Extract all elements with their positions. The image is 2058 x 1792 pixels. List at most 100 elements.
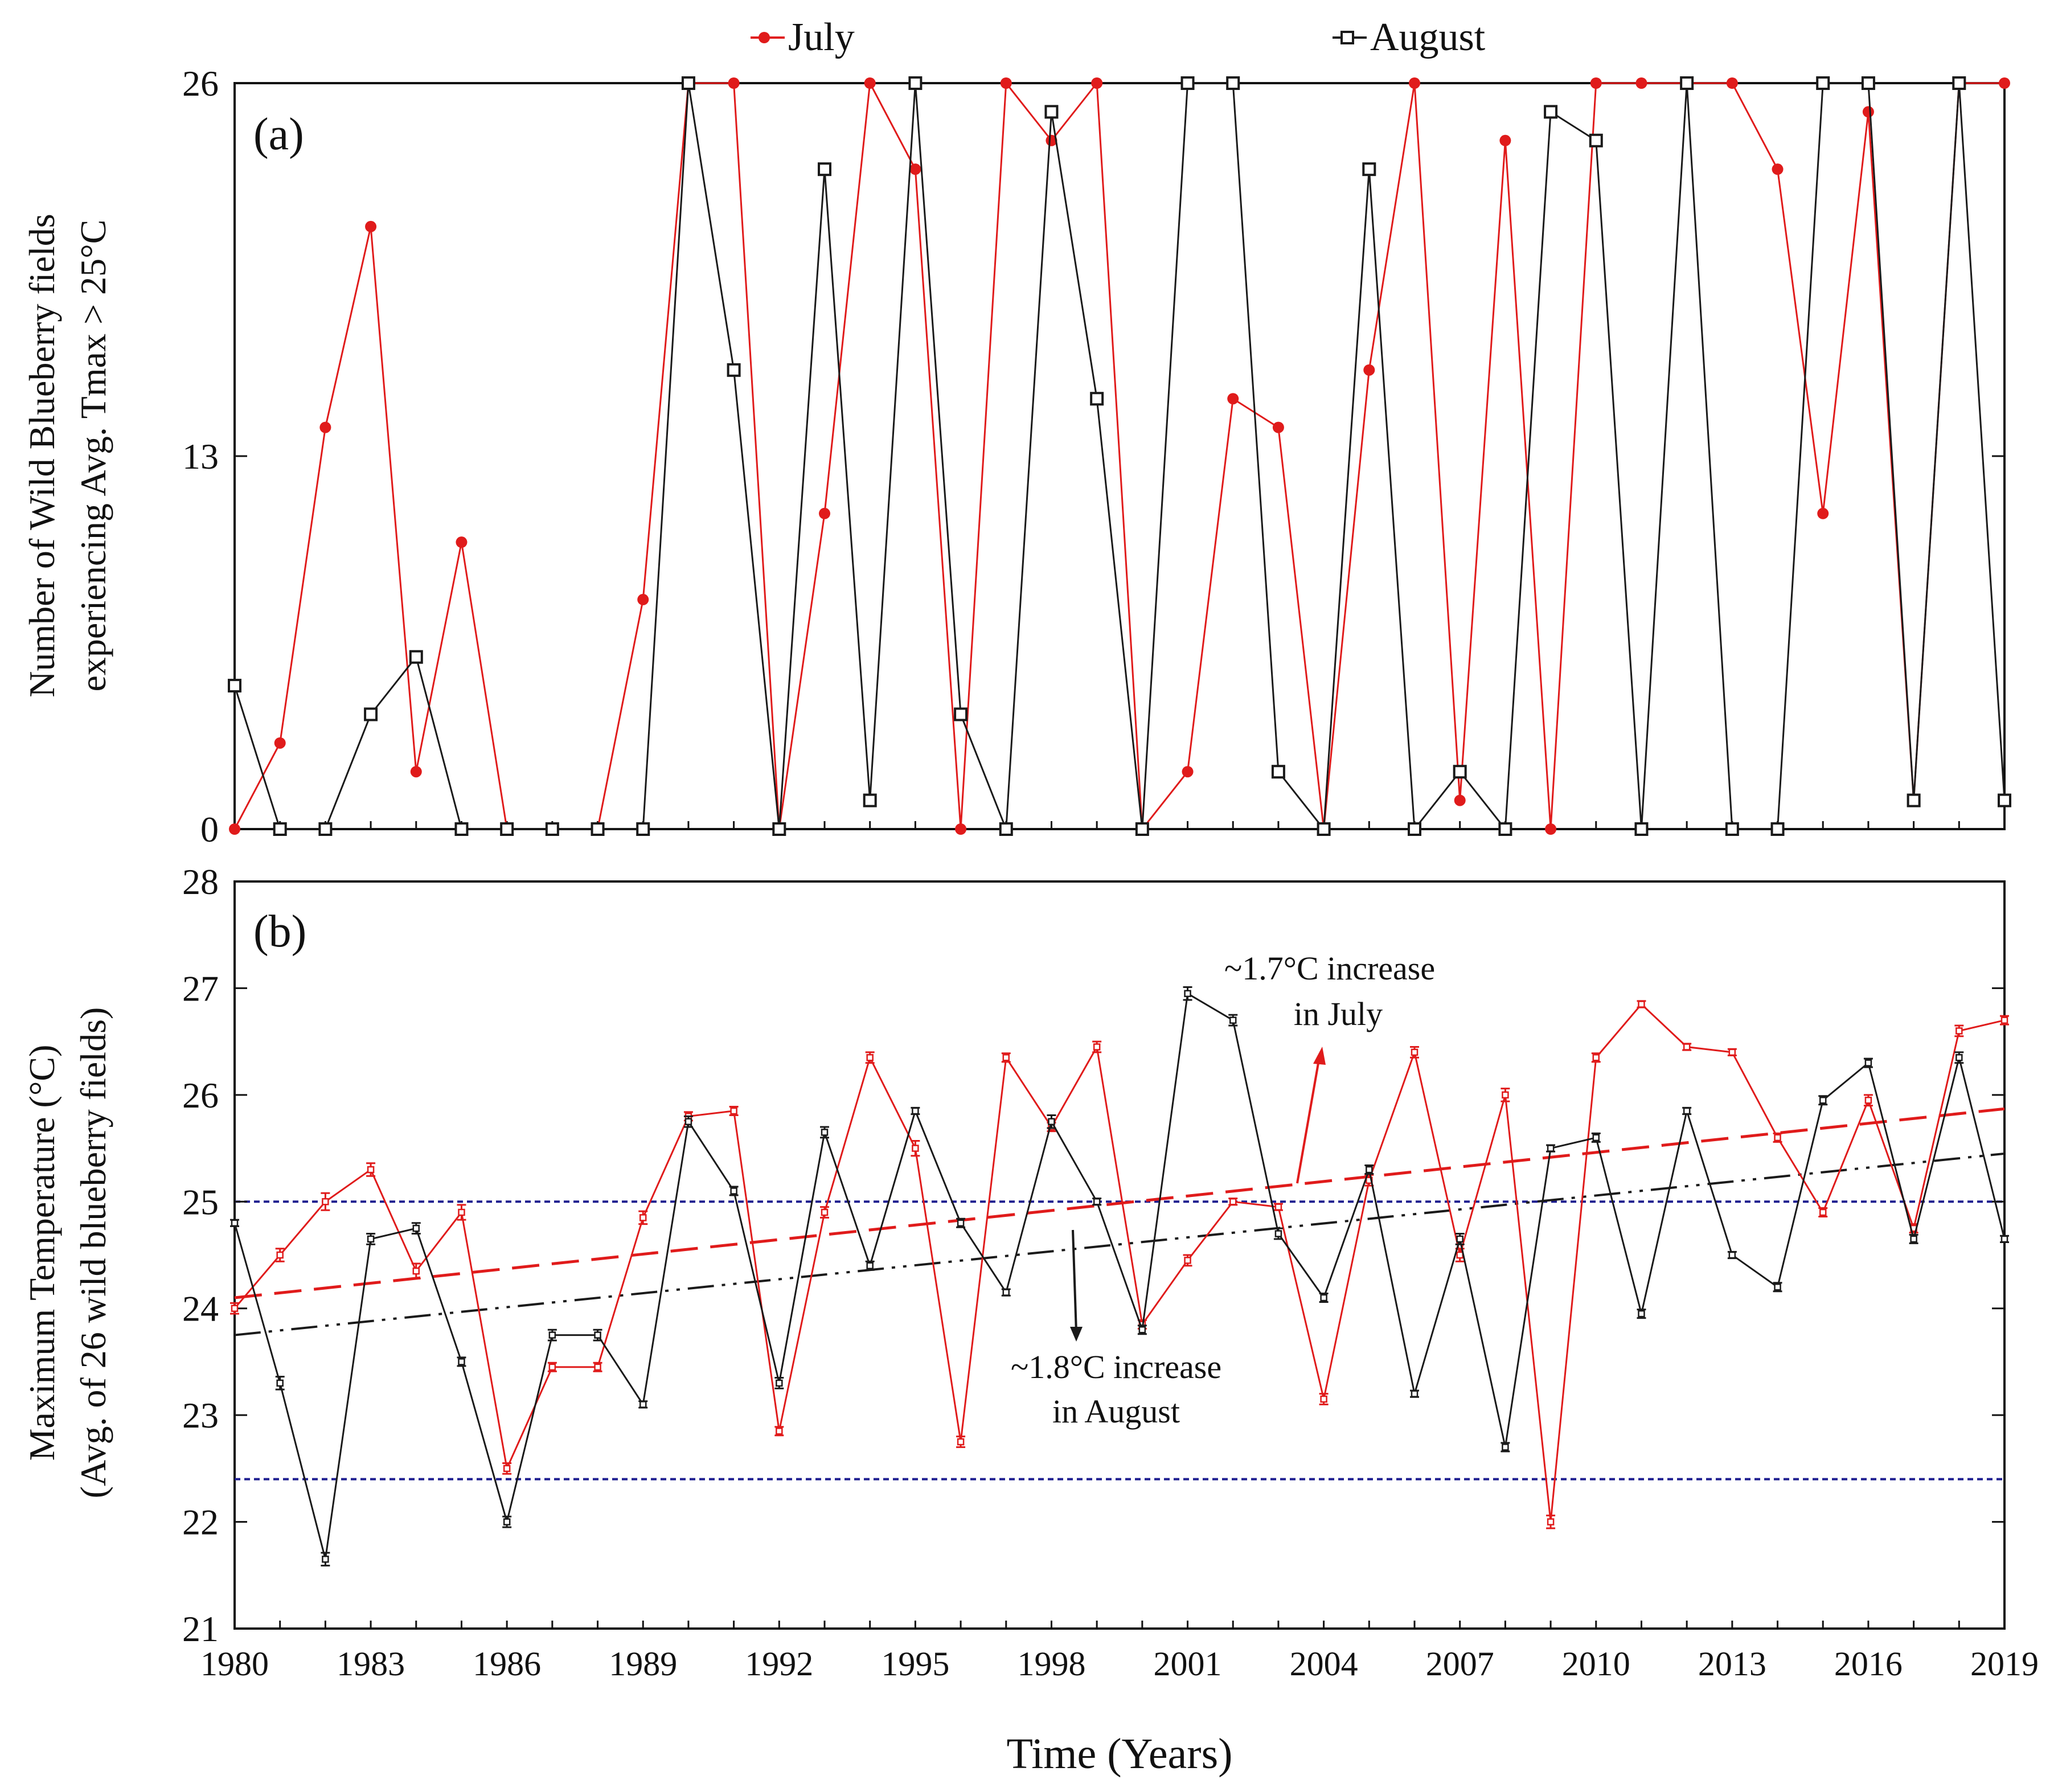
panel-b-august-point [1184,990,1191,998]
panel-b-july-point [503,1465,511,1473]
panel-a-july-point [909,163,921,175]
panel-a-y-axis: 0 13 26 [182,63,2004,850]
panel-a-august-point [1907,793,1921,807]
x-tick-label: 2001 [1154,1645,1222,1683]
panel-a-august-point [681,76,695,90]
panel-b-july-point [1638,1000,1645,1008]
panel-a-july-point [1454,794,1466,806]
panel-b-july-point [1592,1054,1600,1061]
panel-a-august-point [1680,76,1694,90]
panel-b-august-point [1728,1251,1736,1259]
panel-b-ytick-label: 24 [182,1289,219,1329]
panel-a-august-point [1453,765,1467,779]
panel-a-august-point [1634,822,1649,836]
annotation-august-arrowhead [1070,1327,1083,1342]
legend-august[interactable]: August [1333,15,1486,59]
panel-a-july-point [1590,77,1602,89]
panel-b-august-point [639,1401,647,1408]
panel-b-august-point [1864,1059,1872,1067]
panel-a-august-point [1362,162,1376,177]
panel-b-august-point [1774,1283,1781,1291]
panel-b-august-point [1320,1294,1327,1302]
panel-a-label: (a) [253,109,304,159]
annotation-august-line2: in August [1052,1393,1180,1430]
panel-b-label: (b) [253,907,306,957]
annotation-july: ~1.7°C increase in July [1224,950,1435,1184]
panel-b-august-point [458,1358,465,1365]
panel-a-july-point [274,737,286,749]
panel-b-july-line [233,1003,2005,1522]
panel-a-july-point [1409,77,1420,89]
panel-b-ylabel-line1: Maximum Temperature (°C) [22,1045,62,1461]
panel-a-august-point [1725,822,1739,836]
panel-b-july-point [912,1145,919,1152]
panel-a-august-point [1544,105,1558,119]
panel-a-series [228,76,2011,836]
panel-b-x-axis: 1980 1983 1986 1989 1992 1995 1998 2001 2004 2007… [200,1621,2039,1683]
panel-a-july-point [229,823,240,835]
panel-b-august-point [1002,1289,1010,1296]
panel-a-july-point [728,77,740,89]
panel-a-august-point [1135,822,1149,836]
panel-a-august-point [500,822,514,836]
panel-b-july-point [1819,1208,1827,1216]
panel-b-ytick-label: 27 [182,968,219,1008]
panel-a-august-point [1952,76,1966,90]
panel-a-august-point [908,76,923,90]
panel-b-august-point [1138,1326,1146,1334]
panel-a-august-point [1180,76,1195,90]
panel-a-august-point [1044,105,1059,119]
panel-a-august-point [727,363,741,377]
panel-a-august-point [1861,76,1875,90]
panel-b-august-point [912,1107,919,1115]
panel-b-july-point [1002,1054,1010,1061]
panel-a-july-point [1862,106,1874,118]
panel-b-y-axis: 21 22 23 24 25 26 27 28 [182,862,2004,1649]
panel-a-july-point [1999,77,2010,89]
panel-b-august-point [2000,1235,2008,1243]
x-tick-label: 1998 [1017,1645,1085,1683]
panel-b-august-point [821,1129,829,1136]
legend-july[interactable]: July [751,15,855,59]
panel-b-july-point [231,1305,239,1312]
x-tick-label: 2004 [1290,1645,1358,1683]
panel-b-july-point [821,1208,829,1216]
panel-b-july-point [412,1267,420,1275]
panel-a-ytick-label: 0 [200,809,219,850]
x-tick-label: 1995 [881,1645,949,1683]
panel-a-july-point [1817,507,1829,519]
panel-a-ytick-label: 13 [182,436,219,477]
panel-b-july-point [322,1198,329,1205]
panel-a-august-point [1271,765,1285,779]
panel-b-august-point [1274,1230,1282,1237]
x-tick-label: 1986 [473,1645,541,1683]
panel-b-august-point [1592,1134,1600,1142]
annotation-august: ~1.8°C increase in August [1011,1229,1221,1430]
panel-a-ylabel-line2: experiencing Avg. Tmax > 25°C [73,220,113,692]
panel-b-july-point [730,1107,737,1115]
panel-b-july-point [866,1054,874,1061]
panel-a-august-point [863,793,877,807]
panel-a-july-point [1499,134,1511,146]
panel-a-august-point [545,822,559,836]
panel-b-ytick-label: 28 [182,862,219,902]
panel-b-july-point [1411,1048,1419,1056]
panel-a-august-point [954,707,968,721]
x-tick-label: 2007 [1426,1645,1494,1683]
legend-august-label: August [1370,15,1486,59]
panel-b-august-point [412,1224,420,1232]
panel-a-july-point [1182,766,1194,778]
panel-b-july-point [1547,1518,1555,1526]
panel-b-august-point [1955,1054,1963,1061]
panel-b-july-point [1184,1257,1191,1264]
panel-b-august-line [233,992,2006,1560]
panel-a-august-point [1498,822,1512,836]
panel-b-august-point [1093,1198,1101,1205]
panel-b-july-point [548,1363,556,1371]
panel-a-july-point [319,421,331,433]
panel-b-july-point [594,1363,601,1371]
panel-a-july-point [1091,77,1103,89]
x-tick-label: 2013 [1698,1645,1766,1683]
panel-a-august-point [273,822,287,836]
panel-b: (b) 21 22 23 24 25 26 27 28 1980 1983 1986 1989 199… [22,862,2039,1683]
